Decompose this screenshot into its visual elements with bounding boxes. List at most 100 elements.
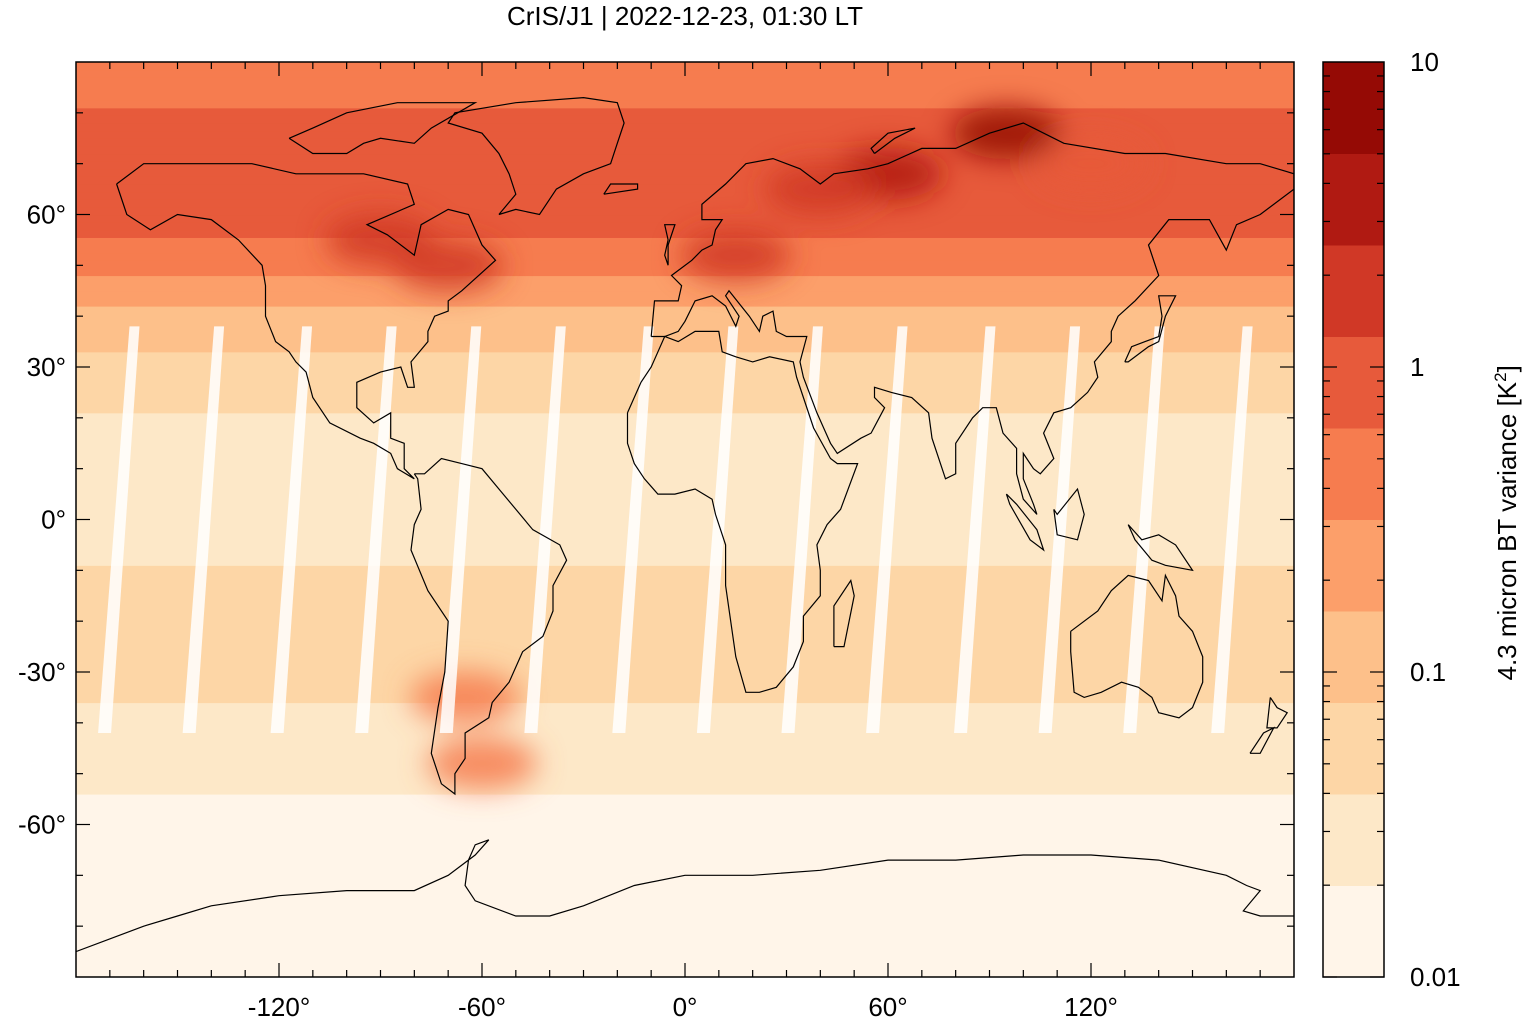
field-band xyxy=(76,359,1294,368)
field-band xyxy=(76,306,1294,315)
coastline xyxy=(870,127,916,154)
x-tick-label: 60° xyxy=(868,992,907,1020)
map-tick-labels: -120° -60° 0° 60° 120° 60° 30° 0° -30° -60° xyxy=(18,200,1118,1020)
field-band xyxy=(76,954,1294,963)
variance-field xyxy=(76,62,1294,977)
colorbar-segment xyxy=(1323,336,1384,429)
field-band xyxy=(76,641,1294,650)
field-band xyxy=(76,237,1294,246)
coastline xyxy=(1053,487,1085,541)
field-band xyxy=(76,855,1294,864)
hotspot xyxy=(410,671,521,724)
hotspot xyxy=(951,107,1062,160)
colorbar-tick-label: 0.01 xyxy=(1410,962,1461,992)
colorbar-segment xyxy=(1323,794,1384,886)
field-band xyxy=(76,519,1294,528)
orbit-gap xyxy=(696,326,739,733)
field-band xyxy=(76,283,1294,292)
chart-title: CrIS/J1 | 2022-12-23, 01:30 LT xyxy=(506,1,864,31)
field-band xyxy=(76,367,1294,376)
field-band xyxy=(76,84,1294,94)
field-band xyxy=(76,351,1294,360)
field-band xyxy=(76,931,1294,940)
field-band xyxy=(76,839,1294,848)
field-band xyxy=(76,565,1294,574)
field-band xyxy=(76,908,1294,917)
coastline xyxy=(626,330,859,693)
field-band xyxy=(76,321,1294,330)
field-band xyxy=(76,694,1294,704)
field-band xyxy=(76,527,1294,536)
field-band xyxy=(76,77,1294,86)
field-band xyxy=(76,374,1294,383)
field-band xyxy=(76,191,1294,200)
field-band xyxy=(76,336,1294,345)
orbit-gap xyxy=(612,326,654,733)
field-band xyxy=(76,138,1294,147)
coastline xyxy=(1249,726,1276,754)
field-band xyxy=(76,489,1294,498)
field-band xyxy=(76,496,1294,505)
field-band xyxy=(76,702,1294,711)
orbit-gaps xyxy=(98,326,1253,733)
coastline xyxy=(288,102,478,155)
coastlines xyxy=(76,96,1294,953)
y-tick-label: 60° xyxy=(27,200,66,230)
field-band xyxy=(76,771,1294,780)
y-tick-label: 30° xyxy=(27,352,66,382)
field-band xyxy=(76,900,1294,909)
orbit-gap xyxy=(524,326,566,733)
field-band xyxy=(76,916,1294,925)
field-band xyxy=(76,100,1294,109)
orbit-gap xyxy=(355,326,397,733)
field-band xyxy=(76,214,1294,223)
field-band xyxy=(76,809,1294,818)
field-band xyxy=(76,542,1294,551)
field-band xyxy=(76,877,1294,887)
orbit-gap xyxy=(98,326,140,733)
field-band xyxy=(76,816,1294,826)
field-band xyxy=(76,633,1294,643)
field-band xyxy=(76,176,1294,185)
coastline xyxy=(447,96,625,216)
field-band xyxy=(76,740,1294,749)
field-band xyxy=(76,946,1294,955)
field-band xyxy=(76,130,1294,139)
field-band xyxy=(76,115,1294,124)
coastline xyxy=(116,163,497,480)
field-band xyxy=(76,298,1294,307)
colorbar-tick-label: 0.1 xyxy=(1410,657,1446,687)
field-band xyxy=(76,550,1294,559)
field-band xyxy=(76,534,1294,543)
coastline xyxy=(1005,493,1045,552)
field-band xyxy=(76,184,1294,193)
field-band xyxy=(76,199,1294,208)
field-band xyxy=(76,618,1294,627)
coastline xyxy=(603,183,639,195)
field-band xyxy=(76,733,1294,742)
field-band xyxy=(76,794,1294,803)
x-tick-label: -60° xyxy=(458,992,506,1020)
field-band xyxy=(76,717,1294,726)
orbit-gap xyxy=(1211,326,1253,733)
field-band xyxy=(76,267,1294,277)
map-area xyxy=(76,62,1294,977)
coastline xyxy=(650,122,1294,515)
field-band xyxy=(76,344,1294,353)
variance-hotspots xyxy=(325,107,1146,790)
colorbar-segment xyxy=(1323,153,1384,246)
field-band xyxy=(76,557,1294,566)
field-band xyxy=(76,428,1294,437)
field-band xyxy=(76,626,1294,635)
coastline xyxy=(76,839,1294,953)
x-tick-label: 120° xyxy=(1064,992,1118,1020)
field-band xyxy=(76,938,1294,948)
colorbar-segment xyxy=(1323,245,1384,337)
field-band xyxy=(76,687,1294,696)
field-band xyxy=(76,389,1294,399)
coastline xyxy=(833,578,855,648)
field-band xyxy=(76,397,1294,406)
hotspot xyxy=(1036,137,1146,190)
field-band xyxy=(76,748,1294,757)
field-band xyxy=(76,885,1294,894)
